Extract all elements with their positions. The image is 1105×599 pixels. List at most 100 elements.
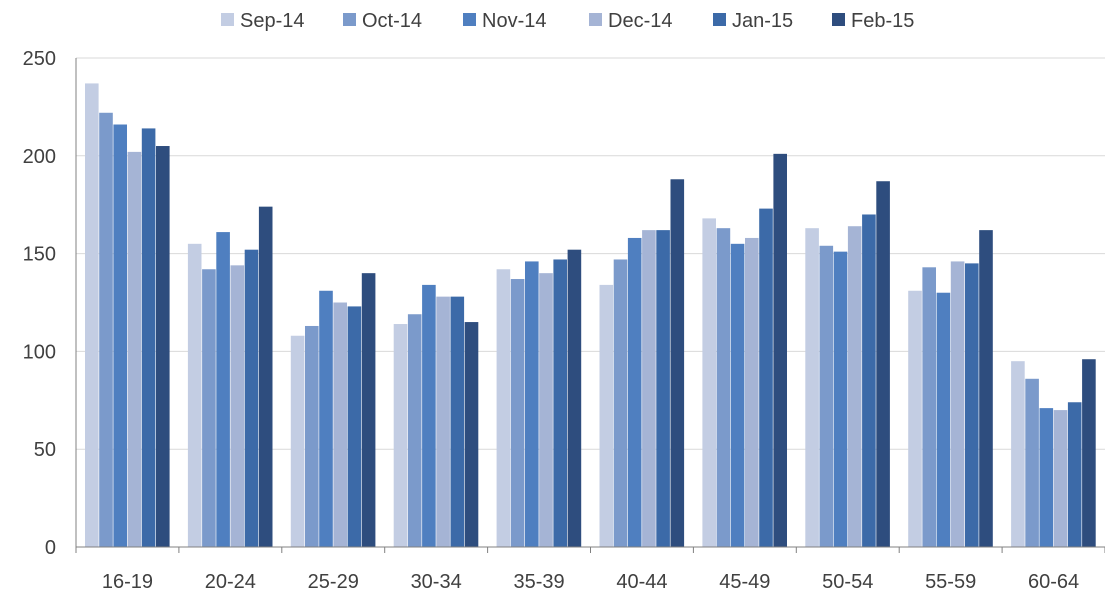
- legend-swatch: [589, 13, 602, 26]
- bar-nov-14-40-44: [627, 237, 642, 547]
- bar-oct-14-55-59: [922, 267, 936, 547]
- legend-item-sep-14: Sep-14: [221, 10, 305, 32]
- axes: [75, 58, 1105, 553]
- bar-feb-15-55-59: [979, 230, 993, 548]
- bar-sep-14-45-49: [702, 218, 716, 547]
- bar-dec-14-60-64: [1053, 410, 1068, 547]
- legend-label: Oct-14: [362, 10, 422, 32]
- legend-item-dec-14: Dec-14: [589, 10, 672, 32]
- legend-label: Dec-14: [608, 10, 672, 32]
- bar-sep-14-30-34: [393, 324, 408, 547]
- x-tick-label: 45-49: [719, 571, 770, 593]
- legend-swatch: [343, 13, 356, 26]
- bar-nov-14-60-64: [1039, 408, 1054, 547]
- bar-oct-14-30-34: [407, 314, 422, 547]
- bar-dec-14-40-44: [642, 230, 656, 548]
- y-tick-label: 150: [23, 244, 56, 266]
- bar-feb-15-25-29: [361, 273, 376, 547]
- bar-feb-15-40-44: [670, 179, 685, 547]
- bar-sep-14-60-64: [1011, 361, 1025, 547]
- y-tick-label: 100: [23, 341, 56, 363]
- bar-feb-15-16-19: [156, 146, 170, 547]
- bar-dec-14-30-34: [436, 296, 450, 547]
- bar-oct-14-35-39: [510, 279, 525, 547]
- legend-swatch: [713, 13, 726, 26]
- bar-sep-14-25-29: [290, 335, 305, 547]
- bar-jan-15-25-29: [347, 306, 362, 547]
- bar-feb-15-60-64: [1082, 359, 1096, 547]
- bar-jan-15-20-24: [244, 249, 259, 548]
- bar-nov-14-55-59: [936, 292, 951, 547]
- legend-item-oct-14: Oct-14: [343, 10, 422, 32]
- bar-sep-14-20-24: [187, 243, 202, 547]
- bar-oct-14-40-44: [613, 259, 628, 547]
- bar-sep-14-16-19: [85, 83, 99, 547]
- bars: [85, 83, 1096, 548]
- bar-sep-14-35-39: [496, 269, 511, 547]
- legend-item-jan-15: Jan-15: [713, 10, 793, 32]
- x-tick-label: 35-39: [513, 571, 564, 593]
- bar-jan-15-30-34: [450, 296, 465, 547]
- legend-item-nov-14: Nov-14: [463, 10, 546, 32]
- x-tick-label: 30-34: [411, 571, 462, 593]
- bar-oct-14-16-19: [99, 112, 113, 547]
- legend: Sep-14 Oct-14 Nov-14 Dec-14 Jan-15 Feb-15: [221, 10, 914, 32]
- legend-swatch: [221, 13, 234, 26]
- bar-sep-14-40-44: [599, 284, 614, 547]
- bar-dec-14-20-24: [230, 265, 245, 547]
- bar-jan-15-60-64: [1067, 402, 1082, 547]
- bar-nov-14-45-49: [730, 243, 745, 547]
- x-tick-label: 25-29: [308, 571, 359, 593]
- bar-oct-14-50-54: [819, 245, 834, 547]
- bar-jan-15-55-59: [965, 263, 979, 547]
- bar-nov-14-50-54: [833, 251, 848, 548]
- bar-feb-15-35-39: [567, 249, 582, 548]
- bar-dec-14-55-59: [950, 261, 965, 547]
- bar-nov-14-20-24: [216, 232, 230, 548]
- bar-dec-14-25-29: [333, 302, 347, 547]
- gridlines: [76, 57, 1105, 450]
- bar-feb-15-50-54: [876, 181, 890, 547]
- legend-swatch: [463, 13, 476, 26]
- bar-feb-15-20-24: [258, 206, 273, 547]
- bar-sep-14-50-54: [805, 228, 819, 547]
- bar-dec-14-50-54: [847, 226, 862, 547]
- x-tick-label: 55-59: [925, 571, 976, 593]
- bar-dec-14-16-19: [127, 151, 142, 547]
- legend-item-feb-15: Feb-15: [832, 10, 914, 32]
- legend-label: Nov-14: [482, 10, 546, 32]
- y-tick-label: 50: [34, 439, 56, 461]
- legend-label: Sep-14: [240, 10, 305, 32]
- legend-label: Jan-15: [732, 10, 793, 32]
- bar-jan-15-16-19: [141, 128, 156, 547]
- y-tick-label: 0: [45, 537, 56, 559]
- legend-label: Feb-15: [851, 10, 914, 32]
- bar-oct-14-25-29: [305, 325, 319, 547]
- x-tick-label: 60-64: [1028, 571, 1079, 593]
- y-tick-labels: 0 50 100 150 200 250: [23, 48, 56, 559]
- x-tick-label: 16-19: [102, 571, 153, 593]
- bar-dec-14-45-49: [745, 237, 759, 547]
- bar-jan-15-35-39: [553, 259, 567, 547]
- legend-swatch: [832, 13, 845, 26]
- bar-oct-14-20-24: [202, 269, 216, 547]
- bar-dec-14-35-39: [539, 273, 553, 547]
- bar-feb-15-30-34: [464, 322, 479, 547]
- bar-nov-14-25-29: [319, 290, 333, 547]
- bar-nov-14-30-34: [422, 284, 436, 547]
- y-tick-label: 250: [23, 48, 56, 70]
- x-tick-label: 40-44: [616, 571, 667, 593]
- x-tick-label: 20-24: [205, 571, 256, 593]
- y-tick-label: 200: [23, 146, 56, 168]
- bar-nov-14-35-39: [525, 261, 539, 547]
- bar-nov-14-16-19: [113, 124, 127, 547]
- x-tick-label: 50-54: [822, 571, 873, 593]
- bar-feb-15-45-49: [773, 153, 787, 547]
- bar-sep-14-55-59: [908, 290, 922, 547]
- bar-jan-15-50-54: [862, 214, 876, 548]
- bar-jan-15-40-44: [656, 230, 670, 548]
- bar-oct-14-60-64: [1025, 378, 1039, 547]
- x-tick-labels: 16-19 20-24 25-29 30-34 35-39 40-44 45-49 50-54…: [102, 571, 1079, 593]
- bar-jan-15-45-49: [759, 208, 773, 547]
